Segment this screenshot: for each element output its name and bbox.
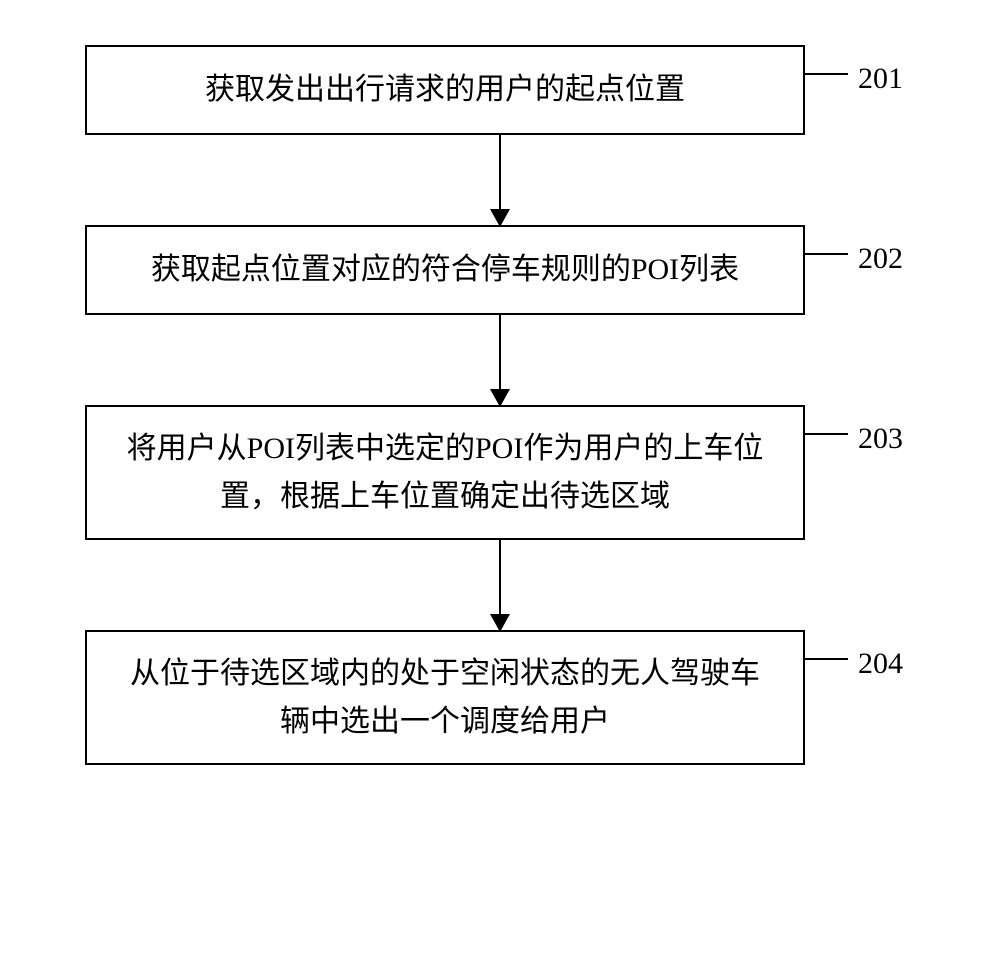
step-text-3: 将用户从POI列表中选定的POI作为用户的上车位置，根据上车位置确定出待选区域 xyxy=(117,425,773,521)
arrow-container-1 xyxy=(85,135,915,225)
step-box-2: 获取起点位置对应的符合停车规则的POI列表 202 xyxy=(85,225,805,315)
flowchart-container: 获取发出出行请求的用户的起点位置 201 获取起点位置对应的符合停车规则的POI… xyxy=(85,45,915,765)
step-text-1: 获取发出出行请求的用户的起点位置 xyxy=(205,66,685,114)
step-text-2: 获取起点位置对应的符合停车规则的POI列表 xyxy=(151,246,739,294)
arrow-3 xyxy=(499,540,501,630)
connector-line-1 xyxy=(803,73,848,75)
step-box-3: 将用户从POI列表中选定的POI作为用户的上车位置，根据上车位置确定出待选区域 … xyxy=(85,405,805,540)
connector-line-4 xyxy=(803,658,848,660)
step-label-3: 203 xyxy=(858,422,903,456)
connector-line-2 xyxy=(803,253,848,255)
step-text-4: 从位于待选区域内的处于空闲状态的无人驾驶车辆中选出一个调度给用户 xyxy=(117,650,773,746)
step-box-1: 获取发出出行请求的用户的起点位置 201 xyxy=(85,45,805,135)
arrow-container-2 xyxy=(85,315,915,405)
arrow-2 xyxy=(499,315,501,405)
arrow-container-3 xyxy=(85,540,915,630)
step-label-1: 201 xyxy=(858,62,903,96)
step-label-4: 204 xyxy=(858,647,903,681)
step-label-2: 202 xyxy=(858,242,903,276)
step-box-4: 从位于待选区域内的处于空闲状态的无人驾驶车辆中选出一个调度给用户 204 xyxy=(85,630,805,765)
connector-line-3 xyxy=(803,433,848,435)
arrow-1 xyxy=(499,135,501,225)
